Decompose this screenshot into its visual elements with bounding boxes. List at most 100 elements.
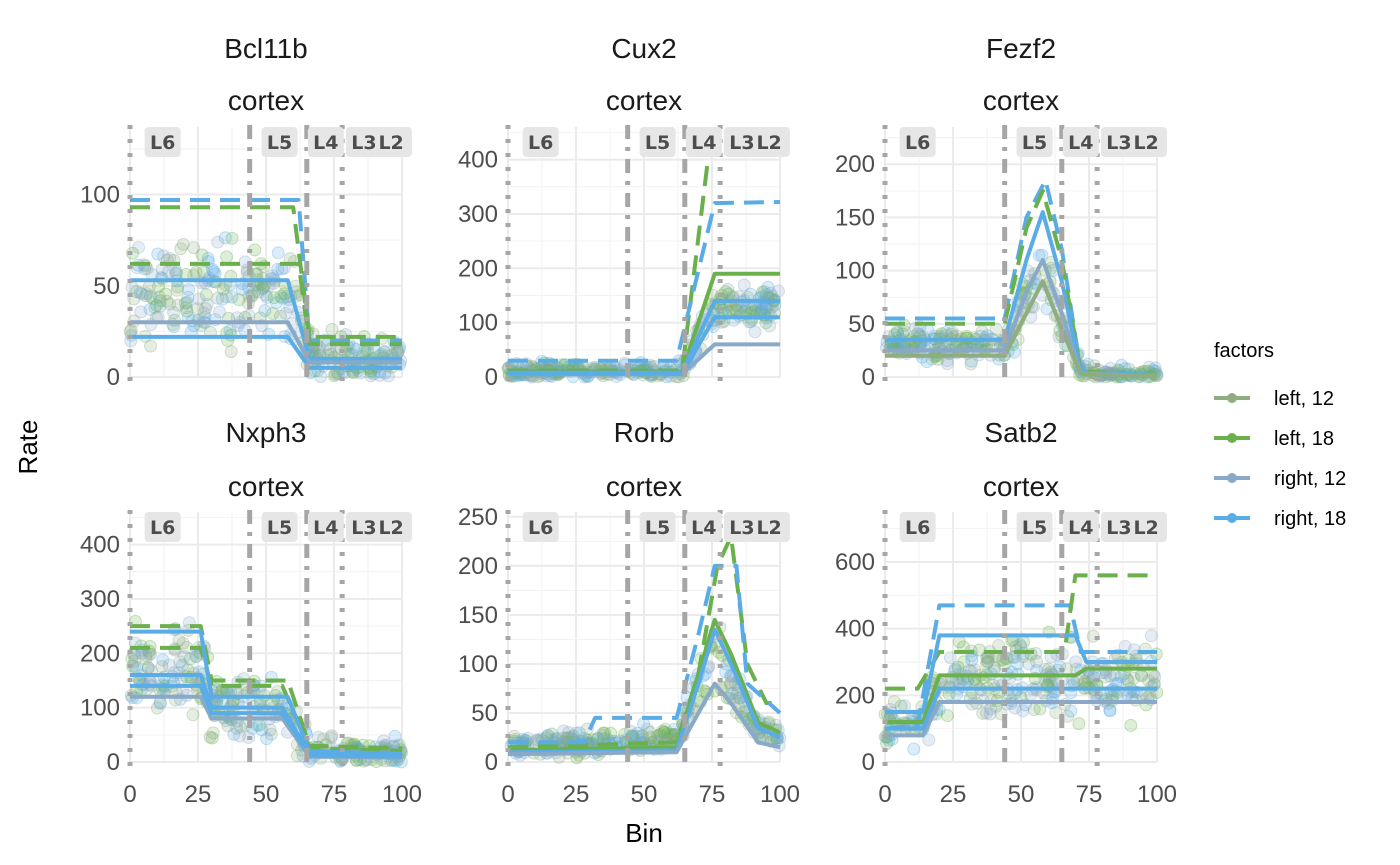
- layer-label: L6: [144, 512, 181, 542]
- data-point: [258, 304, 272, 318]
- layer-label: L5: [261, 127, 298, 157]
- data-point: [161, 265, 175, 279]
- data-point: [199, 288, 213, 302]
- data-point: [139, 652, 153, 666]
- data-point: [557, 724, 571, 738]
- data-point: [388, 729, 402, 743]
- layer-label-box: [685, 127, 722, 157]
- data-point: [312, 344, 326, 358]
- data-point: [737, 278, 751, 292]
- data-point: [922, 733, 936, 747]
- layer-label: L3: [345, 512, 412, 542]
- layer-label-text: L2: [756, 517, 781, 539]
- data-point: [957, 655, 971, 669]
- data-point: [135, 287, 149, 301]
- data-point: [655, 724, 669, 738]
- data-point: [1072, 717, 1086, 731]
- data-point: [181, 290, 195, 304]
- panel-title-region: cortex: [983, 471, 1059, 502]
- fit-line: [885, 633, 1157, 714]
- layer-label: L4: [1062, 512, 1099, 542]
- y-tick-label: 400: [80, 532, 120, 559]
- fit-line: [885, 666, 1157, 724]
- data-point: [975, 325, 989, 339]
- data-point: [192, 292, 206, 306]
- layer-label-text: L3: [351, 132, 376, 154]
- data-point: [176, 237, 190, 251]
- layer-label-text: L2: [378, 517, 403, 539]
- data-point: [139, 289, 153, 303]
- data-point: [176, 636, 190, 650]
- layer-label-box: [899, 512, 936, 542]
- data-point: [179, 301, 193, 315]
- panel-title-gene: Satb2: [984, 417, 1057, 448]
- data-point: [233, 720, 247, 734]
- layer-label: L2: [756, 132, 781, 154]
- data-point: [290, 749, 304, 763]
- layer-label: L3: [723, 512, 790, 542]
- layer-label-box: [1100, 127, 1167, 157]
- y-tick-label: 0: [862, 364, 875, 391]
- data-point: [346, 341, 360, 355]
- data-point: [162, 658, 176, 672]
- panel-title-gene: Rorb: [614, 417, 675, 448]
- y-tick-label: 400: [458, 147, 498, 174]
- y-tick-label: 50: [848, 311, 875, 338]
- x-tick-label: 100: [382, 781, 422, 808]
- layer-label-text: L3: [729, 132, 754, 154]
- data-point: [590, 732, 604, 746]
- legend-title: factors: [1214, 340, 1274, 362]
- data-point: [1114, 670, 1128, 684]
- data-point: [172, 633, 186, 647]
- layer-label-text: L5: [1022, 132, 1047, 154]
- panel-title-gene: Nxph3: [226, 417, 307, 448]
- fit-line: [130, 320, 402, 365]
- layer-label: L6: [899, 127, 936, 157]
- data-point: [126, 246, 140, 260]
- panel-rorb: Rorb cortex 0 50 100 150 200 250 0 25 50 75 100 L6 L5 L…: [458, 417, 800, 808]
- data-point: [144, 317, 158, 331]
- data-point: [979, 706, 993, 720]
- data-point: [640, 722, 654, 736]
- data-point: [1121, 673, 1135, 687]
- data-point: [199, 301, 213, 315]
- data-point: [174, 242, 188, 256]
- panel-title-region: cortex: [983, 85, 1059, 116]
- data-point: [981, 655, 995, 669]
- data-point: [267, 291, 281, 305]
- layer-label-box: [685, 512, 722, 542]
- y-tick-label: 200: [458, 255, 498, 282]
- y-tick-label: 100: [80, 182, 120, 209]
- data-point: [907, 742, 921, 756]
- data-point: [664, 727, 678, 741]
- x-axis-title: Bin: [625, 818, 663, 848]
- data-point: [596, 726, 610, 740]
- layer-label-text: L3: [1106, 517, 1131, 539]
- fit-line: [885, 279, 1158, 378]
- fit-line: [885, 700, 1157, 738]
- layer-label-box: [522, 127, 559, 157]
- y-axis-title: Rate: [13, 420, 43, 475]
- data-point: [1148, 670, 1162, 684]
- y-tick-label: 150: [458, 602, 498, 629]
- layer-label-box: [639, 512, 676, 542]
- data-point: [1127, 643, 1141, 657]
- data-point: [143, 302, 157, 316]
- y-tick-label: 600: [835, 549, 875, 576]
- data-point: [256, 282, 270, 296]
- data-point: [657, 726, 671, 740]
- data-point: [1016, 704, 1030, 718]
- data-point: [755, 285, 769, 299]
- panel-data: [878, 573, 1164, 756]
- data-point: [276, 291, 290, 305]
- data-point: [725, 686, 739, 700]
- layer-label: L3: [345, 127, 412, 157]
- data-point: [604, 726, 618, 740]
- data-point: [311, 730, 325, 744]
- layer-label: L3: [1100, 127, 1167, 157]
- data-point: [232, 293, 246, 307]
- fit-line: [508, 563, 782, 745]
- data-point: [263, 723, 277, 737]
- panel-satb2: Satb2 cortex 0 200 400 600 0 25 50 75 100 L6 L5 L4 L3 L…: [835, 417, 1177, 808]
